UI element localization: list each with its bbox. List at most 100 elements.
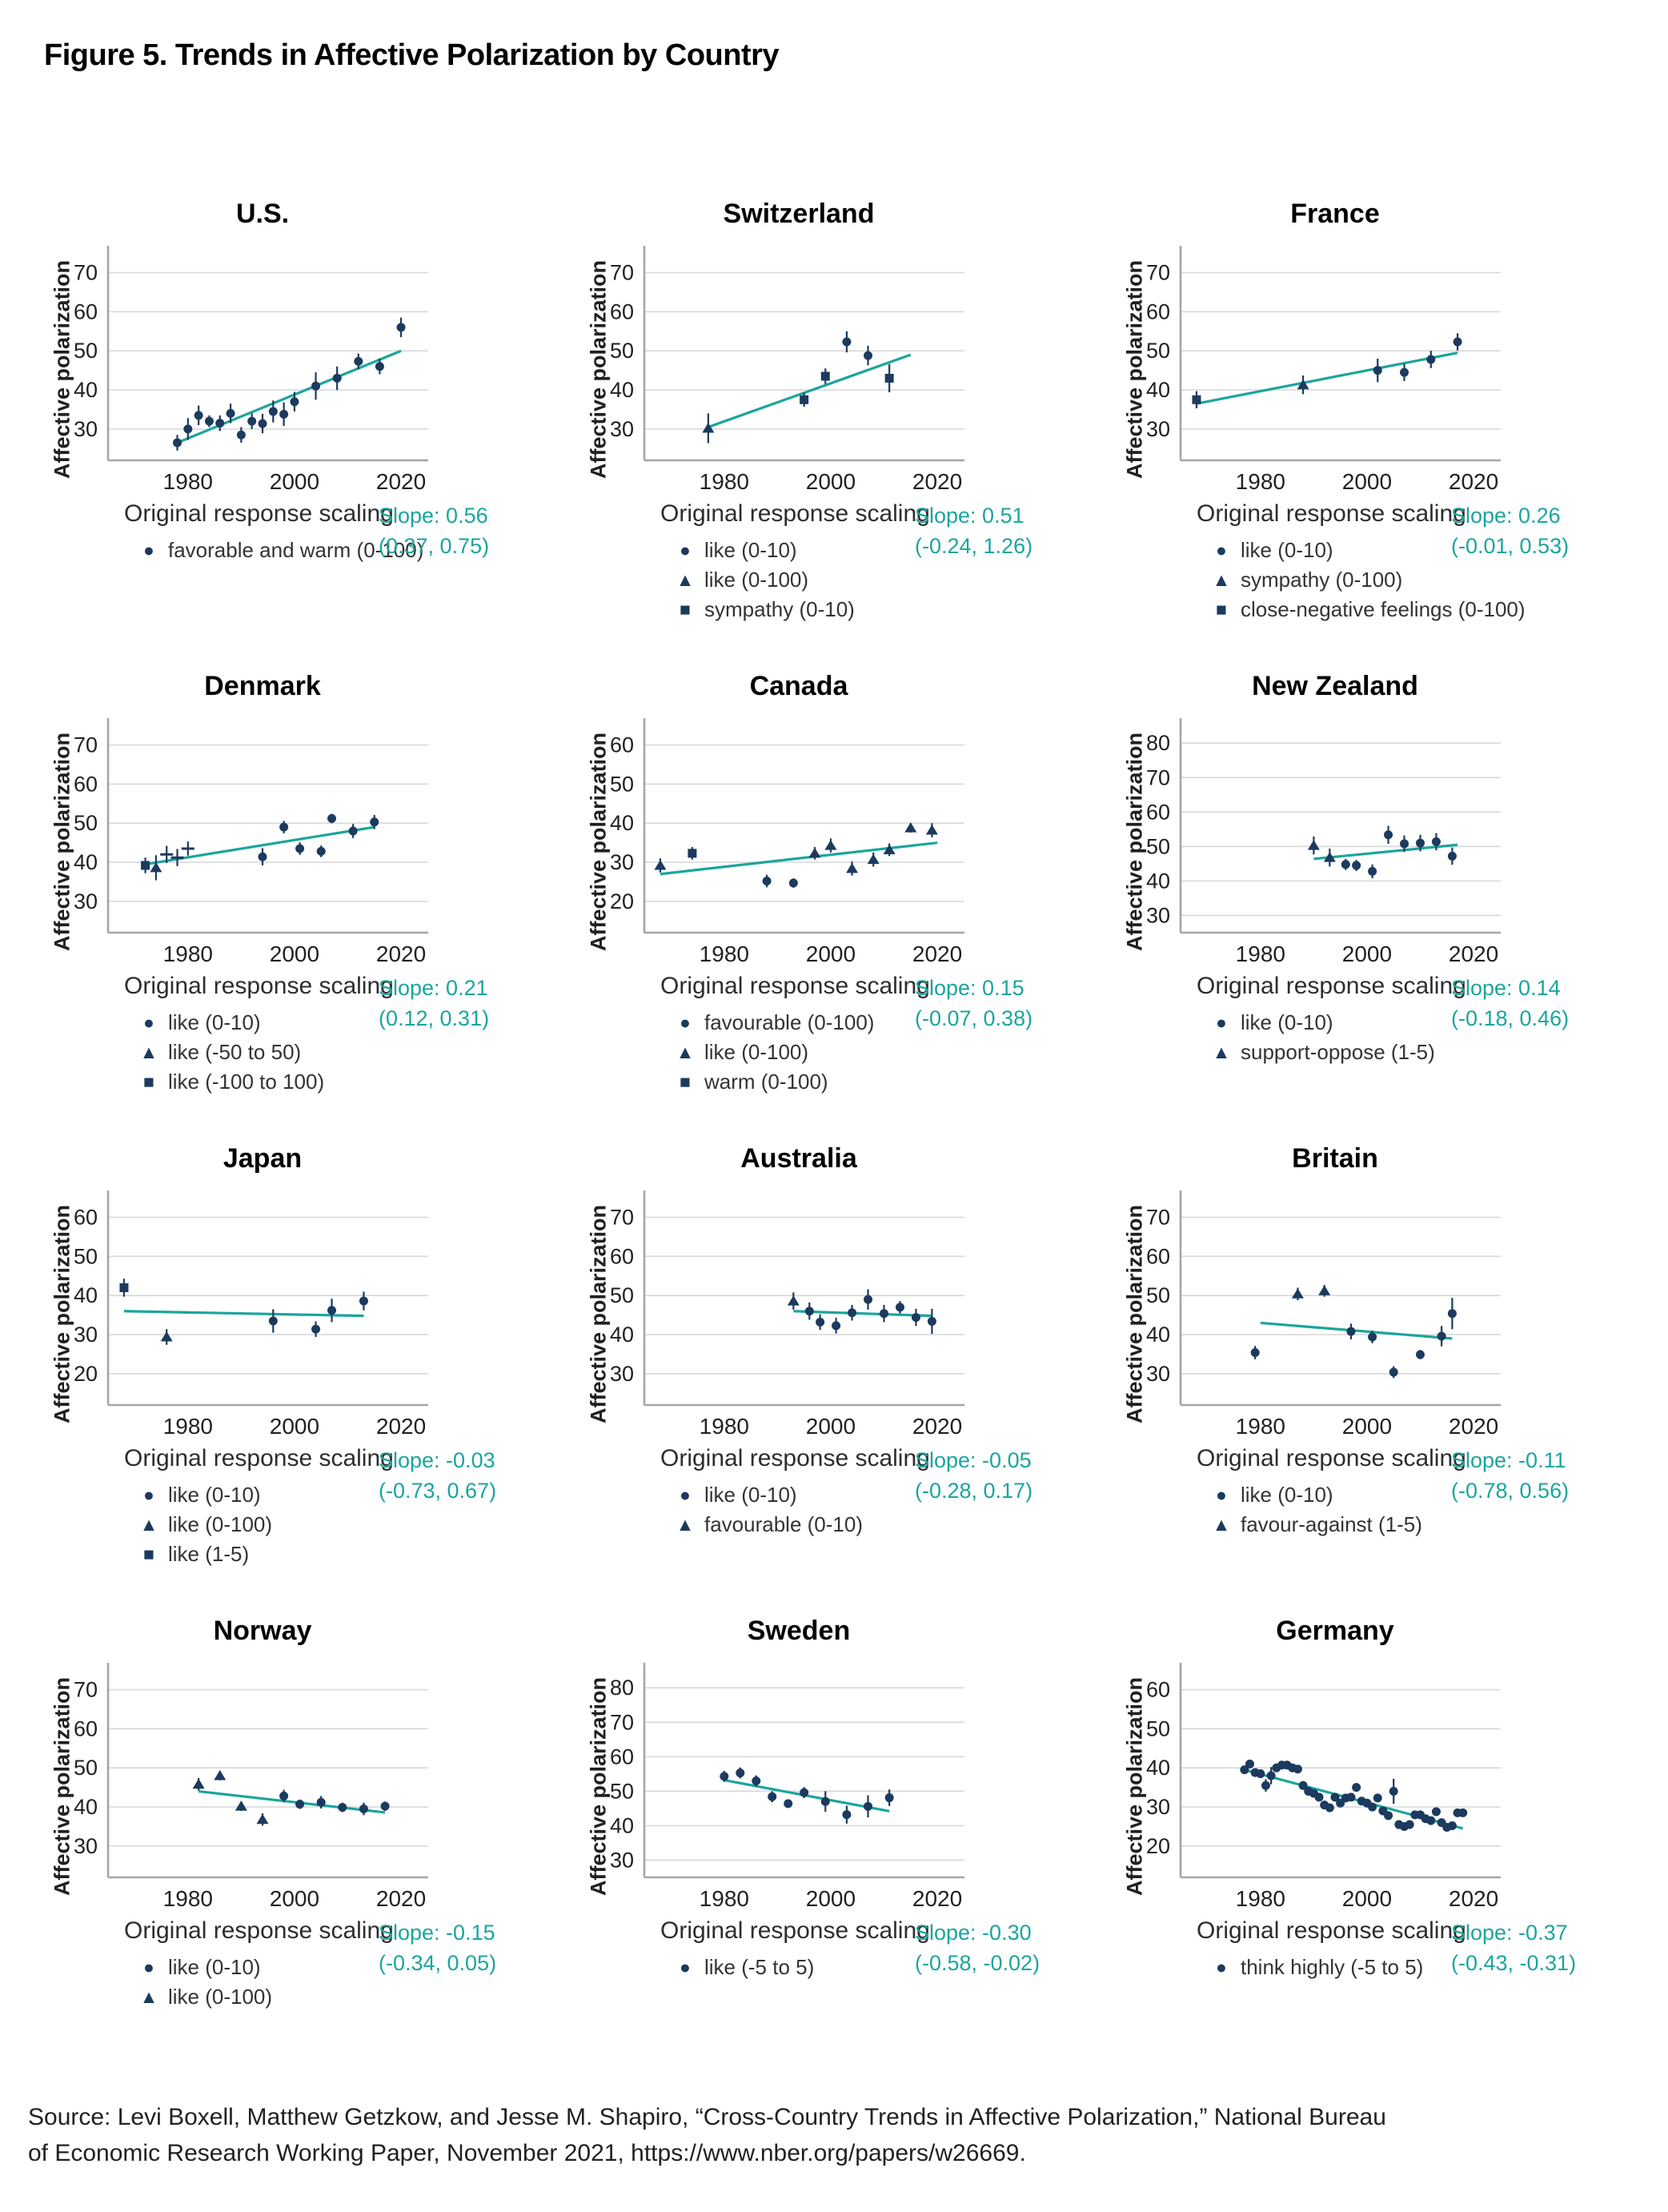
legend-items: ● like (0-10) ▲ like (0-100)	[138, 1953, 556, 2012]
svg-text:2000: 2000	[270, 941, 319, 966]
legend-items: ● like (0-10) ▲ support-oppose (1-5)	[1211, 1008, 1629, 1067]
svg-text:30: 30	[74, 1323, 98, 1347]
circle-marker-icon: ●	[1216, 1484, 1227, 1505]
svg-text:2000: 2000	[270, 1886, 319, 1911]
circle-marker-icon: ●	[143, 1484, 154, 1505]
legend-item: ▲ like (-50 to 50)	[138, 1038, 556, 1067]
svg-text:2020: 2020	[376, 941, 426, 966]
chart-panel: Sweden Affective polarization 30 40 50 60 70…	[584, 1597, 1103, 2039]
chart-title: Denmark	[204, 671, 321, 701]
legend-items: ● like (0-10) ▲ sympathy (0-100) ■ close-nega…	[1211, 536, 1629, 624]
charts-grid: U.S. Affective polarization 30 40 50 60 70 19…	[48, 180, 1657, 2039]
slope-annotation: Slope: -0.37 (-0.43, -0.31)	[1451, 1917, 1576, 1978]
chart-title: Canada	[749, 671, 848, 701]
legend-item: ▲ like (0-100)	[138, 1510, 556, 1540]
chart-panel: Japan Affective polarization 20 30 40 50 60 1…	[48, 1125, 567, 1567]
circle-marker-icon: ●	[1216, 1957, 1227, 1977]
svg-text:70: 70	[1146, 1206, 1170, 1230]
legend-heading: Original response scaling	[1197, 973, 1466, 999]
source-citation: Source: Levi Boxell, Matthew Getzkow, an…	[28, 2099, 1621, 2171]
scatter-plot: 20 30 40 50 60 1980 2000 2020	[74, 1190, 428, 1439]
svg-text:30: 30	[1146, 417, 1170, 441]
legend-item: ■ warm (0-100)	[675, 1067, 1093, 1097]
svg-text:30: 30	[610, 1848, 634, 1872]
svg-text:50: 50	[74, 1756, 98, 1780]
svg-text:2020: 2020	[1449, 941, 1498, 966]
svg-text:60: 60	[1146, 1244, 1170, 1268]
circle-marker-icon: ●	[680, 540, 691, 560]
svg-text:1980: 1980	[163, 1886, 213, 1911]
svg-text:2020: 2020	[376, 1414, 426, 1439]
scatter-plot: 30 40 50 60 70 1980 2000 2020	[74, 718, 428, 966]
svg-text:50: 50	[74, 339, 98, 363]
legend-item: ● like (0-10)	[675, 1480, 1093, 1510]
legend-block: Original response scaling ● like (0-10) ▲ f…	[660, 1445, 1093, 1540]
y-axis-label: Affective polarization	[1122, 259, 1147, 479]
svg-text:2020: 2020	[912, 941, 962, 966]
svg-text:60: 60	[610, 733, 634, 757]
legend-item: ● like (0-10)	[138, 1953, 556, 1982]
legend-item: ● like (0-10)	[1211, 1480, 1629, 1510]
svg-text:30: 30	[74, 889, 98, 913]
legend-item: ● like (0-10)	[138, 1008, 556, 1038]
svg-text:50: 50	[1146, 1283, 1170, 1307]
legend-label: like (0-10)	[168, 1955, 261, 1979]
slope-confidence-interval: (-0.73, 0.67)	[379, 1479, 497, 1503]
svg-text:2000: 2000	[270, 469, 319, 494]
svg-text:20: 20	[610, 889, 634, 913]
svg-text:20: 20	[1146, 1834, 1170, 1858]
slope-confidence-interval: (-0.07, 0.38)	[915, 1006, 1033, 1030]
svg-text:50: 50	[1146, 339, 1170, 363]
square-marker-icon: ■	[680, 1071, 691, 1092]
legend-heading: Original response scaling	[660, 1917, 930, 1944]
slope-value: Slope: 0.56	[379, 504, 488, 528]
legend-label: like (0-10)	[168, 1483, 261, 1507]
slope-annotation: Slope: -0.11 (-0.78, 0.56)	[1451, 1445, 1569, 1506]
svg-text:80: 80	[610, 1676, 634, 1700]
legend-label: like (0-10)	[704, 538, 797, 562]
legend-label: like (0-10)	[704, 1483, 797, 1507]
triangle-marker-icon: ▲	[676, 1042, 695, 1062]
chart-title: Switzerland	[723, 199, 875, 229]
svg-text:2020: 2020	[376, 1886, 426, 1911]
svg-text:70: 70	[74, 1678, 98, 1702]
chart-title: France	[1290, 199, 1380, 229]
svg-text:2020: 2020	[912, 469, 962, 494]
svg-text:50: 50	[1146, 834, 1170, 858]
slope-confidence-interval: (-0.28, 0.17)	[915, 1479, 1033, 1503]
legend-items: ● favorable and warm (0-100)	[138, 536, 556, 565]
svg-text:30: 30	[610, 1362, 634, 1386]
legend-items: ● think highly (-5 to 5)	[1211, 1953, 1629, 1982]
svg-text:40: 40	[610, 1813, 634, 1837]
slope-confidence-interval: (-0.78, 0.56)	[1451, 1479, 1570, 1503]
legend-block: Original response scaling ● favourable (0…	[660, 973, 1093, 1097]
svg-text:1980: 1980	[163, 1414, 213, 1439]
slope-value: Slope: -0.05	[915, 1448, 1032, 1472]
slope-value: Slope: -0.03	[379, 1448, 495, 1472]
slope-annotation: Slope: -0.30 (-0.58, -0.02)	[915, 1917, 1040, 1978]
svg-text:2000: 2000	[806, 941, 856, 966]
svg-text:60: 60	[610, 1244, 634, 1268]
chart-panel: Britain Affective polarization 30 40 50 60 7…	[1121, 1125, 1639, 1567]
svg-text:40: 40	[74, 1795, 98, 1819]
svg-text:40: 40	[74, 850, 98, 874]
svg-text:2020: 2020	[912, 1886, 962, 1911]
legend-block: Original response scaling ● like (-5 to 5…	[660, 1917, 1093, 1982]
chart-panel: Switzerland Affective polarization 30 40 5…	[584, 180, 1103, 622]
svg-text:50: 50	[610, 1779, 634, 1803]
svg-text:40: 40	[1146, 378, 1170, 402]
slope-confidence-interval: (-0.24, 1.26)	[915, 534, 1033, 558]
svg-text:60: 60	[1146, 1678, 1170, 1702]
legend-label: favourable (0-100)	[704, 1010, 875, 1034]
chart-panel: Australia Affective polarization 30 40 50 6…	[584, 1125, 1103, 1567]
svg-text:20: 20	[74, 1362, 98, 1386]
y-axis-label: Affective polarization	[586, 259, 611, 479]
square-marker-icon: ■	[680, 599, 691, 620]
slope-confidence-interval: (0.37, 0.75)	[379, 534, 490, 558]
svg-text:2000: 2000	[270, 1414, 319, 1439]
legend-label: like (-5 to 5)	[704, 1955, 815, 1979]
y-axis-label: Affective polarization	[50, 1204, 74, 1423]
svg-text:1980: 1980	[1236, 1414, 1285, 1439]
slope-annotation: Slope: 0.21 (0.12, 0.31)	[379, 973, 489, 1034]
